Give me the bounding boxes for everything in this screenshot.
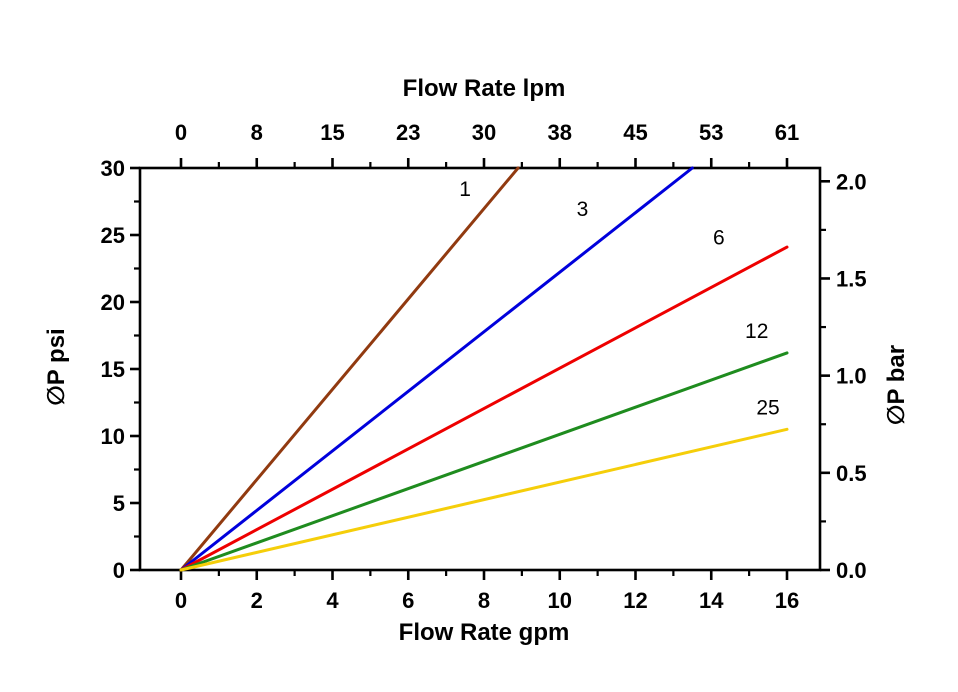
y-axis-right-tick-label: 2.0 bbox=[836, 169, 867, 194]
x-axis-top-tick-label: 45 bbox=[623, 120, 647, 145]
x-axis-bottom-tick-label: 2 bbox=[251, 588, 263, 613]
y-axis-left-tick-label: 20 bbox=[101, 290, 125, 315]
x-axis-top-tick-label: 53 bbox=[699, 120, 723, 145]
x-axis-top-title: Flow Rate lpm bbox=[403, 75, 566, 102]
x-axis-top-tick-label: 8 bbox=[251, 120, 263, 145]
y-axis-right-tick-label: 1.0 bbox=[836, 364, 867, 389]
x-axis-top-tick-label: 38 bbox=[548, 120, 572, 145]
y-axis-right-tick-label: 0.0 bbox=[836, 558, 867, 583]
y-axis-left-tick-label: 25 bbox=[101, 223, 125, 248]
series-line-25 bbox=[179, 427, 789, 572]
x-axis-top-tick-label: 61 bbox=[775, 120, 799, 145]
y-axis-left-tick-label: 30 bbox=[101, 156, 125, 181]
series-line-12 bbox=[179, 351, 789, 572]
y-axis-left-tick-label: 10 bbox=[101, 424, 125, 449]
series-line-6 bbox=[179, 245, 789, 572]
x-axis-bottom-tick-label: 14 bbox=[699, 588, 724, 613]
x-axis-top-tick-label: 30 bbox=[472, 120, 496, 145]
x-axis-top-tick-label: 15 bbox=[320, 120, 344, 145]
series-label-12: 12 bbox=[745, 320, 768, 343]
x-axis-bottom-tick-label: 10 bbox=[548, 588, 572, 613]
x-axis-bottom-tick-label: 12 bbox=[623, 588, 647, 613]
y-axis-right-tick-label: 1.5 bbox=[836, 266, 867, 291]
x-axis-bottom-tick-label: 4 bbox=[326, 588, 339, 613]
y-axis-left-tick-label: 5 bbox=[113, 491, 125, 516]
x-axis-bottom-tick-label: 8 bbox=[478, 588, 490, 613]
series-label-25: 25 bbox=[756, 397, 779, 420]
x-axis-bottom-tick-label: 16 bbox=[775, 588, 799, 613]
series-label-1: 1 bbox=[459, 178, 471, 201]
x-axis-bottom-tick-label: 6 bbox=[402, 588, 414, 613]
y-axis-left-title: ∅P psi bbox=[43, 328, 70, 405]
y-axis-left-tick-label: 0 bbox=[113, 558, 125, 583]
series-label-6: 6 bbox=[713, 226, 725, 249]
series-label-3: 3 bbox=[577, 198, 589, 221]
y-axis-right-tick-label: 0.5 bbox=[836, 461, 867, 486]
y-axis-left-tick-label: 15 bbox=[101, 357, 125, 382]
x-axis-bottom-title: Flow Rate gpm bbox=[399, 619, 570, 646]
x-axis-top-tick-label: 23 bbox=[396, 120, 420, 145]
y-axis-right-title: ∅P bar bbox=[883, 345, 910, 425]
series-line-1 bbox=[179, 166, 520, 572]
series-line-3 bbox=[179, 166, 694, 572]
x-axis-bottom-tick-label: 0 bbox=[175, 588, 187, 613]
x-axis-top-tick-label: 0 bbox=[175, 120, 187, 145]
